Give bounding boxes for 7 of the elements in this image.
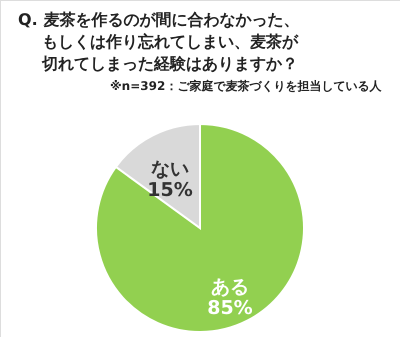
chart-title: Q. 麦茶を作るのが間に合わなかった、もしくは作り忘れてしまい、麦茶が切れてしまった経験はありますか？: [18, 10, 300, 73]
slice-label: ない: [151, 158, 190, 180]
chart-subtitle: ※n=392：ご家庭で麦茶づくりを担当している人: [110, 79, 382, 93]
pie-slice: [95, 123, 305, 333]
slice-label: ある: [210, 276, 249, 298]
data-label: 85%: [207, 296, 253, 319]
data-label: 15%: [147, 179, 193, 202]
